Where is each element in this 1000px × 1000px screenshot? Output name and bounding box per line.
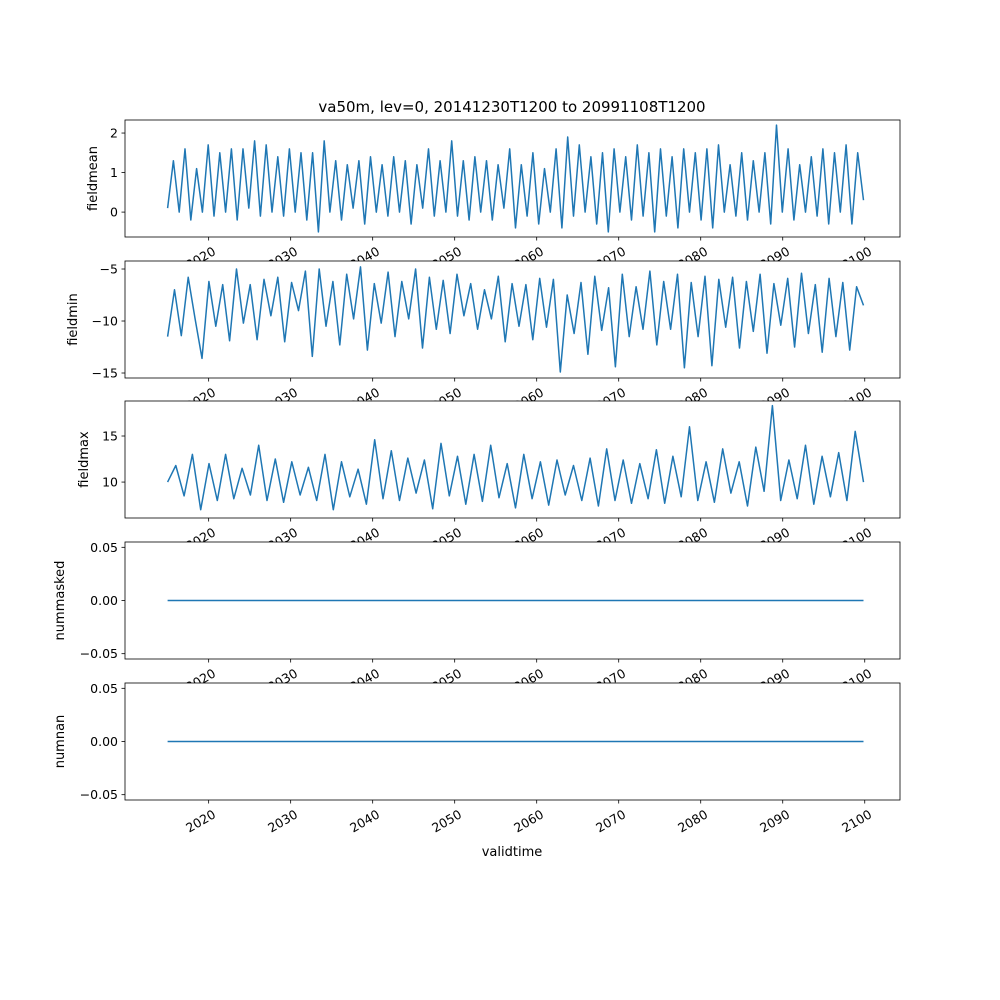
- axes-background: [125, 261, 900, 378]
- y-axis-label: numnan: [53, 715, 68, 769]
- y-tick-label: 10: [102, 475, 118, 490]
- fieldmean-series-line: [166, 124, 865, 233]
- y-tick-label: −5: [100, 262, 118, 277]
- chart-title: va50m, lev=0, 20141230T1200 to 20991108T…: [318, 98, 705, 116]
- y-tick-label: 0: [110, 205, 118, 220]
- y-tick-label: 0.05: [90, 681, 118, 696]
- axes-frame: [124, 119, 901, 238]
- y-tick-label: 0.00: [90, 734, 118, 749]
- axes-background: [125, 401, 900, 518]
- y-axis-label: fieldmean: [86, 146, 101, 211]
- y-tick-label: 2: [110, 126, 118, 141]
- fieldmin-series-line: [166, 266, 865, 373]
- y-tick-label: −0.05: [80, 787, 118, 802]
- y-tick-label: −15: [92, 366, 118, 381]
- y-axis-label: fieldmin: [66, 293, 81, 346]
- axes-frame: [124, 400, 901, 519]
- x-axis-label: validtime: [482, 845, 543, 860]
- y-tick-label: 0.00: [90, 593, 118, 608]
- axes-frame: [124, 260, 901, 379]
- fieldmax-series-line: [166, 404, 865, 511]
- y-tick-label: 15: [102, 429, 118, 444]
- y-tick-label: −0.05: [80, 646, 118, 661]
- y-tick-label: 1: [110, 165, 118, 180]
- y-tick-label: 0.05: [90, 540, 118, 555]
- y-axis-label: fieldmax: [77, 431, 92, 488]
- y-tick-label: −10: [92, 314, 118, 329]
- y-axis-label: nummasked: [53, 561, 68, 641]
